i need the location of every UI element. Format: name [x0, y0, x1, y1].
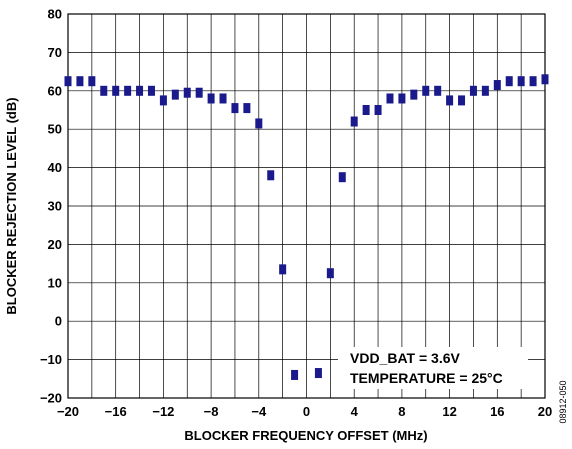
data-point	[469, 85, 477, 96]
y-tick-label: 50	[48, 122, 62, 137]
data-point	[255, 118, 263, 129]
grid	[68, 14, 545, 398]
data-point	[446, 95, 454, 106]
x-axis-ticks: −20 −16 −12 −8 −4 0 4 8 12 16 20	[57, 404, 552, 419]
data-point	[207, 93, 215, 104]
data-point	[541, 74, 549, 85]
x-tick-label: 12	[442, 404, 456, 419]
data-point	[422, 85, 430, 96]
data-point	[100, 85, 108, 96]
data-point	[338, 172, 346, 183]
y-tick-label: 60	[48, 83, 62, 98]
x-tick-label: 4	[351, 404, 359, 419]
annotation-temperature: TEMPERATURE = 25°C	[350, 370, 503, 386]
x-tick-label: 20	[538, 404, 552, 419]
x-tick-label: −8	[204, 404, 219, 419]
x-tick-label: −12	[152, 404, 174, 419]
data-point	[243, 103, 251, 114]
y-tick-label: 20	[48, 237, 62, 252]
data-point	[481, 85, 489, 96]
y-tick-label: 10	[48, 275, 62, 290]
data-point	[136, 85, 144, 96]
figure-id: 08912-050	[558, 380, 568, 423]
annotation-vdd: VDD_BAT = 3.6V	[350, 350, 460, 366]
data-point	[195, 87, 203, 98]
data-point	[267, 170, 275, 181]
data-point	[529, 76, 537, 87]
x-tick-label: −4	[251, 404, 267, 419]
x-tick-label: 0	[303, 404, 310, 419]
data-point	[517, 76, 525, 87]
data-point	[386, 93, 394, 104]
annotation-box	[338, 347, 528, 389]
data-point	[183, 87, 191, 98]
x-tick-label: 16	[490, 404, 504, 419]
y-tick-label: −20	[40, 391, 62, 406]
data-point	[458, 95, 466, 106]
y-tick-label: 70	[48, 45, 62, 60]
data-point	[159, 95, 167, 106]
data-point	[362, 105, 370, 115]
x-axis-title: BLOCKER FREQUENCY OFFSET (MHz)	[184, 428, 427, 443]
data-point	[314, 368, 322, 379]
data-point	[112, 85, 120, 96]
plot-frame	[67, 13, 546, 399]
data-point	[171, 89, 179, 100]
data-point	[219, 93, 227, 104]
data-point	[124, 85, 132, 96]
data-point	[350, 116, 358, 127]
data-point	[326, 268, 334, 279]
data-point	[231, 103, 239, 114]
data-point	[410, 89, 418, 100]
data-point	[505, 76, 513, 87]
y-axis-ticks: −20 −10 0 10 20 30 40 50 60 70 80	[40, 7, 62, 406]
y-tick-label: −10	[40, 352, 62, 367]
y-tick-label: 30	[48, 199, 62, 214]
y-tick-label: 80	[48, 7, 62, 22]
data-point	[398, 93, 406, 104]
data-point	[64, 76, 72, 87]
y-axis-title: BLOCKER REJECTION LEVEL (dB)	[4, 97, 19, 314]
y-tick-label: 40	[48, 160, 62, 175]
data-point	[434, 85, 442, 96]
data-point	[291, 369, 299, 380]
data-point	[493, 80, 501, 91]
y-tick-label: 0	[55, 314, 62, 329]
data-point	[147, 85, 155, 96]
data-point	[374, 105, 382, 115]
data-point	[76, 76, 84, 87]
data-points	[64, 74, 549, 380]
data-point	[279, 264, 287, 275]
x-tick-label: 8	[398, 404, 405, 419]
x-tick-label: −16	[105, 404, 127, 419]
x-tick-label: −20	[57, 404, 79, 419]
data-point	[88, 76, 96, 87]
